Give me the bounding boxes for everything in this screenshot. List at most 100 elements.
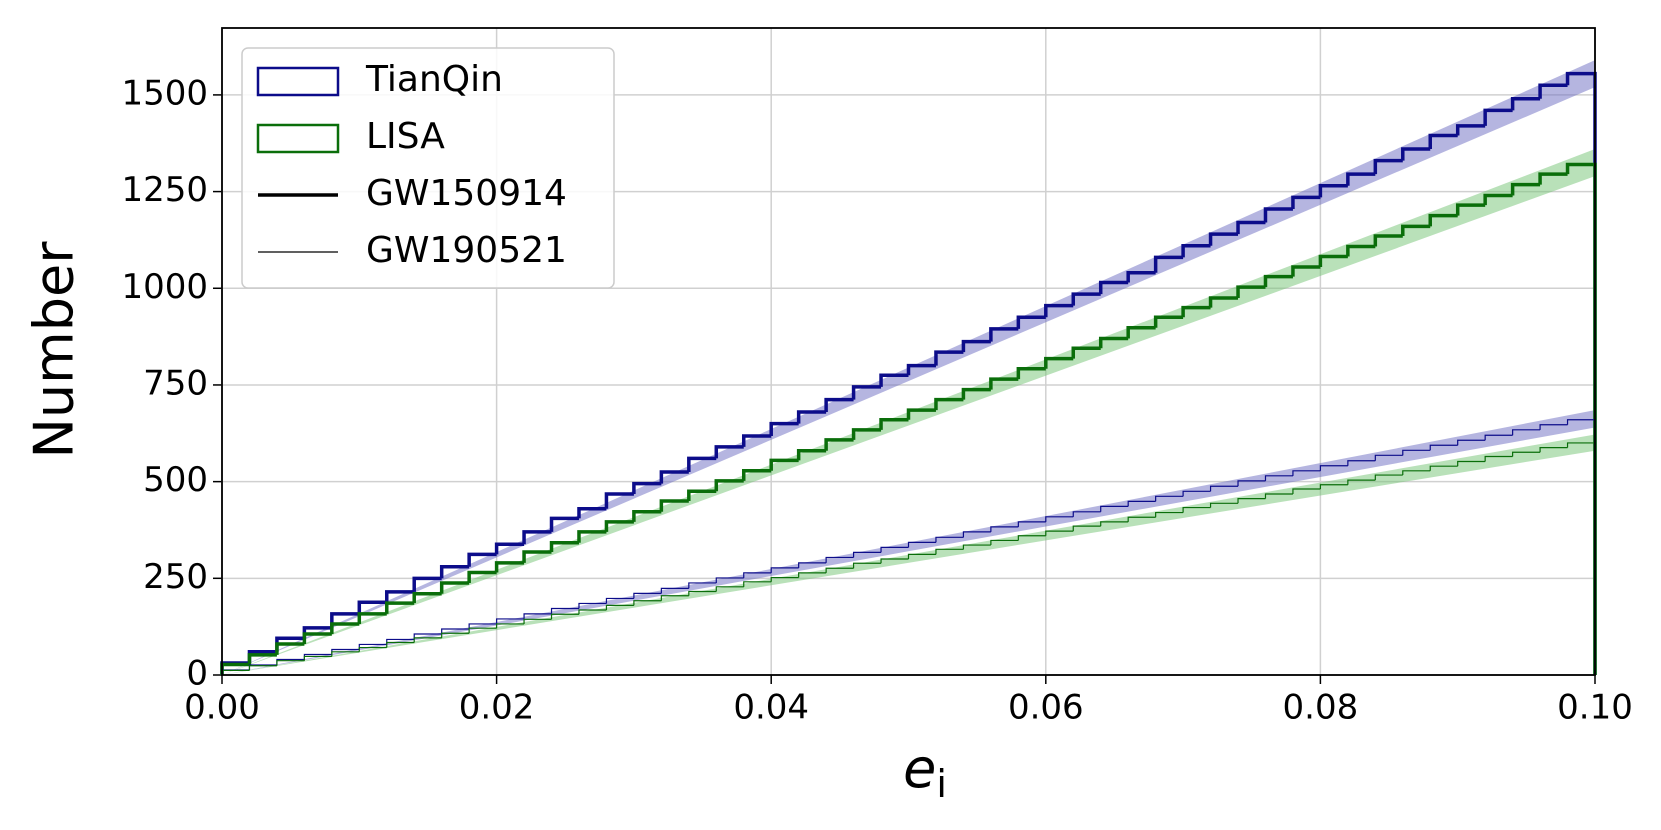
histogram-step <box>605 597 634 604</box>
histogram-step <box>1072 511 1101 517</box>
histogram-step <box>1264 493 1293 499</box>
y-tick-label: 1000 <box>121 267 208 307</box>
histogram-step <box>687 456 717 472</box>
histogram-step <box>688 590 717 596</box>
histogram-step <box>851 385 882 400</box>
histogram-step <box>1429 444 1458 451</box>
histogram-step <box>467 552 497 567</box>
x-tick-label: 0.10 <box>1557 688 1633 728</box>
histogram-step <box>1374 454 1403 461</box>
histogram-step <box>1237 498 1266 504</box>
histogram-step <box>1153 255 1184 273</box>
histogram-step <box>358 646 387 652</box>
legend-label: GW190521 <box>366 230 567 271</box>
histogram-step <box>796 448 827 461</box>
histogram-step <box>741 469 772 481</box>
histogram-step <box>880 558 909 564</box>
histogram-step <box>1318 184 1348 198</box>
histogram-step <box>1429 465 1458 471</box>
histogram-step <box>303 655 332 661</box>
y-tick-label: 250 <box>143 557 208 597</box>
histogram-step <box>1044 356 1074 369</box>
histogram-step <box>604 492 634 509</box>
histogram-step <box>248 665 277 671</box>
histogram-step <box>1045 530 1074 536</box>
x-tick-label: 0.08 <box>1283 688 1359 728</box>
legend-label: TianQin <box>365 59 503 100</box>
histogram-step <box>550 613 579 620</box>
histogram-step <box>1017 535 1046 541</box>
histogram-step <box>1182 506 1211 513</box>
histogram-step <box>1292 488 1321 495</box>
x-tick-label: 0.04 <box>733 688 809 728</box>
histogram-step <box>1455 124 1486 136</box>
histogram-step <box>549 516 579 532</box>
histogram-step <box>412 592 442 604</box>
histogram-step <box>935 536 964 543</box>
histogram-step <box>824 397 854 413</box>
y-axis-label: Number <box>23 241 86 459</box>
histogram-step <box>1457 439 1486 446</box>
histogram-step <box>770 567 799 573</box>
histogram-step <box>577 530 607 543</box>
histogram-step <box>1127 500 1156 507</box>
histogram-step <box>1155 495 1184 502</box>
histogram-step <box>851 428 882 440</box>
histogram-step <box>1126 271 1156 283</box>
histogram-step <box>1428 133 1458 150</box>
histogram-step <box>1457 460 1486 467</box>
histogram-step <box>934 350 964 366</box>
histogram-step <box>852 562 882 569</box>
legend-swatch <box>256 66 340 97</box>
histogram-step <box>1428 213 1458 227</box>
legend-label: GW150914 <box>366 173 567 214</box>
histogram-step <box>1291 265 1321 277</box>
x-tick-label: 0.00 <box>184 688 260 728</box>
histogram-step <box>439 581 470 594</box>
histogram-step <box>770 576 799 582</box>
histogram-step <box>633 600 662 606</box>
histogram-step <box>1264 475 1293 481</box>
histogram-step <box>522 530 552 545</box>
histogram-step <box>990 526 1019 532</box>
histogram-step <box>1346 244 1376 257</box>
histogram-step <box>743 581 772 587</box>
histogram-step <box>1373 234 1403 247</box>
histogram-step <box>769 458 799 471</box>
legend-swatch <box>256 123 340 154</box>
histogram-step <box>330 622 360 635</box>
histogram-step <box>1512 451 1541 457</box>
histogram-step <box>1566 442 1596 675</box>
histogram-step <box>523 613 552 619</box>
histogram-step <box>879 373 909 387</box>
histogram-step <box>907 541 936 548</box>
histogram-step <box>660 587 689 594</box>
legend-frame <box>241 47 615 289</box>
y-tick-label: 0 <box>186 654 208 694</box>
histogram-step <box>1401 224 1431 237</box>
histogram-step <box>798 562 827 568</box>
histogram-step <box>880 546 909 553</box>
histogram-step <box>1373 158 1403 175</box>
histogram-step <box>633 592 662 599</box>
histogram-step <box>578 602 607 609</box>
histogram-step <box>549 540 579 553</box>
histogram-step <box>494 542 525 555</box>
histogram-step <box>1566 419 1596 675</box>
histogram-step <box>632 510 662 522</box>
histogram-step <box>494 561 525 573</box>
histogram-step <box>1098 280 1129 295</box>
histogram-step <box>1017 521 1046 527</box>
histogram-step <box>1539 447 1568 453</box>
histogram-step <box>605 604 634 611</box>
y-tick-label: 750 <box>143 363 208 403</box>
histogram-step <box>385 601 415 614</box>
histogram-step <box>1016 366 1046 380</box>
histogram-step <box>1538 172 1568 185</box>
x-label-sub: i <box>936 762 947 806</box>
histogram-step <box>825 567 854 573</box>
x-label-main: e <box>903 737 936 800</box>
histogram-step <box>1208 296 1239 308</box>
histogram-step <box>906 408 936 420</box>
histogram-step <box>1510 97 1541 111</box>
